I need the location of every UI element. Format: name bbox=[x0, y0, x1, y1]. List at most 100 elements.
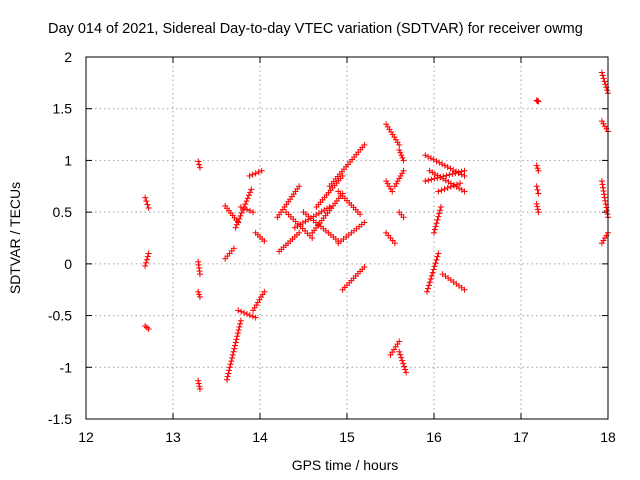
x-tick-label: 14 bbox=[252, 429, 268, 445]
data-point bbox=[604, 211, 611, 218]
data-point bbox=[533, 162, 540, 169]
data-point bbox=[145, 250, 152, 257]
data-point bbox=[429, 269, 436, 276]
y-tick-label: -1 bbox=[60, 359, 73, 375]
data-point bbox=[428, 176, 435, 183]
data-point bbox=[143, 256, 150, 263]
data-point bbox=[252, 170, 259, 177]
data-point bbox=[446, 171, 453, 178]
data-point bbox=[457, 180, 464, 187]
data-point bbox=[433, 220, 440, 227]
data-point bbox=[195, 380, 202, 387]
data-point bbox=[428, 272, 435, 279]
data-point bbox=[422, 152, 429, 159]
data-point bbox=[227, 361, 234, 368]
data-point bbox=[447, 183, 454, 190]
data-point bbox=[396, 348, 403, 355]
data-point bbox=[230, 348, 237, 355]
data-point bbox=[230, 245, 237, 252]
data-point bbox=[434, 216, 441, 223]
data-point bbox=[534, 206, 541, 213]
data-point bbox=[195, 288, 202, 295]
data-point bbox=[196, 291, 203, 298]
data-point bbox=[357, 211, 364, 218]
data-point bbox=[238, 308, 245, 315]
data-point bbox=[145, 326, 152, 333]
data-point bbox=[237, 203, 244, 210]
data-point bbox=[245, 192, 252, 199]
x-tick-label: 13 bbox=[165, 429, 181, 445]
data-point bbox=[145, 205, 152, 212]
data-point bbox=[225, 370, 232, 377]
data-point bbox=[600, 187, 607, 194]
data-point bbox=[400, 214, 407, 221]
data-point bbox=[602, 81, 609, 88]
data-point bbox=[250, 209, 257, 216]
data-point bbox=[453, 181, 460, 188]
data-point bbox=[393, 180, 400, 187]
data-point bbox=[196, 383, 203, 390]
data-point bbox=[601, 194, 608, 201]
data-point bbox=[424, 288, 431, 295]
data-point bbox=[603, 207, 610, 214]
data-point bbox=[247, 189, 254, 196]
plot-frame bbox=[85, 56, 609, 420]
data-point bbox=[534, 165, 541, 172]
data-point bbox=[444, 184, 451, 191]
data-point bbox=[235, 327, 242, 334]
data-point bbox=[396, 147, 403, 154]
data-point bbox=[422, 178, 429, 185]
data-point bbox=[401, 363, 408, 370]
data-point bbox=[296, 229, 303, 236]
data-point bbox=[232, 224, 239, 231]
data-point bbox=[229, 354, 236, 361]
data-point bbox=[398, 152, 405, 159]
data-point bbox=[226, 364, 233, 371]
data-point bbox=[399, 170, 406, 177]
data-point bbox=[234, 330, 241, 337]
data-point bbox=[431, 175, 438, 182]
data-point bbox=[431, 226, 438, 233]
data-point bbox=[196, 164, 203, 171]
data-point bbox=[244, 195, 251, 202]
data-point bbox=[437, 174, 444, 181]
data-point bbox=[396, 175, 403, 182]
data-point bbox=[399, 357, 406, 364]
data-point bbox=[237, 317, 244, 324]
data-point bbox=[438, 187, 445, 194]
data-point bbox=[458, 186, 465, 193]
data-point bbox=[195, 158, 202, 165]
data-point bbox=[535, 167, 542, 174]
data-point bbox=[447, 165, 454, 172]
data-point bbox=[535, 98, 542, 105]
data-point bbox=[450, 167, 457, 174]
data-point bbox=[397, 351, 404, 358]
data-point bbox=[437, 203, 444, 210]
data-point bbox=[240, 205, 247, 212]
data-point bbox=[398, 354, 405, 361]
data-point bbox=[261, 238, 268, 245]
data-point bbox=[441, 186, 448, 193]
data-point bbox=[394, 178, 401, 185]
data-point bbox=[142, 262, 149, 269]
y-tick-label: 2 bbox=[64, 49, 72, 65]
data-point bbox=[461, 172, 468, 179]
data-point bbox=[534, 203, 541, 210]
data-point bbox=[302, 218, 309, 225]
data-point bbox=[434, 253, 441, 260]
data-point bbox=[196, 271, 203, 278]
data-point bbox=[291, 224, 298, 231]
data-point bbox=[196, 293, 203, 300]
data-point bbox=[321, 207, 328, 214]
data-point bbox=[436, 210, 443, 217]
data-point bbox=[425, 153, 432, 160]
data-point bbox=[431, 229, 437, 236]
grid-layer bbox=[86, 57, 608, 419]
data-point bbox=[425, 177, 432, 184]
y-tick-label: 1 bbox=[64, 152, 72, 168]
data-point bbox=[533, 183, 540, 190]
data-point bbox=[399, 154, 406, 161]
data-point bbox=[228, 358, 235, 365]
data-point bbox=[237, 320, 244, 327]
